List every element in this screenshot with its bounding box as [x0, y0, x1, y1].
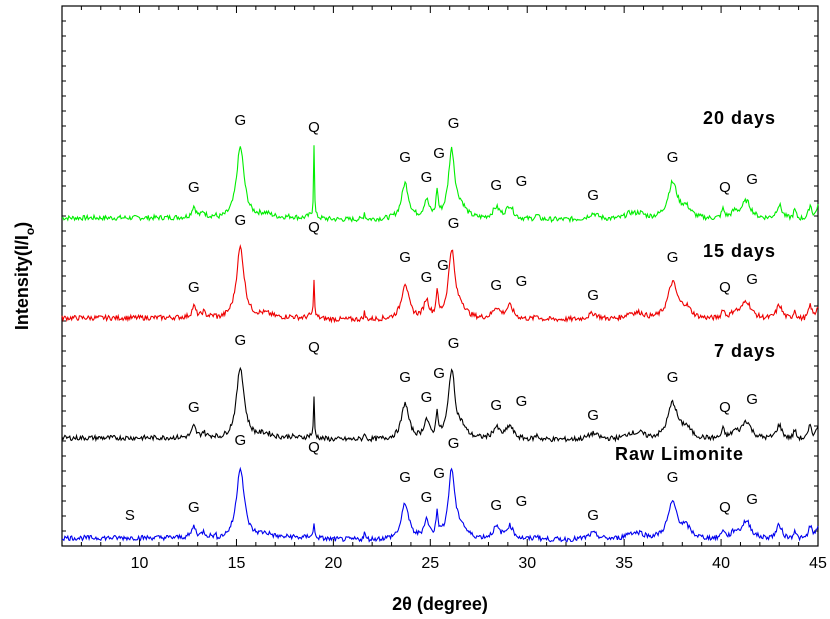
- peak-label: G: [490, 177, 502, 194]
- peak-label: G: [587, 187, 599, 204]
- peak-label: G: [490, 277, 502, 294]
- peak-label: Q: [308, 439, 320, 456]
- x-axis-title: 2θ (degree): [392, 594, 488, 614]
- peak-label: G: [746, 491, 758, 508]
- peak-label: G: [433, 465, 445, 482]
- series-name: 20 days: [703, 108, 776, 128]
- peak-label: G: [448, 215, 460, 232]
- x-tick-label: 35: [615, 555, 633, 572]
- peak-label: G: [399, 249, 411, 266]
- peak-label: G: [235, 332, 247, 349]
- peak-label: G: [490, 397, 502, 414]
- peak-label: G: [667, 469, 679, 486]
- peak-label: Q: [719, 399, 731, 416]
- peak-label: G: [399, 149, 411, 166]
- peak-label: G: [587, 287, 599, 304]
- y-axis-title-main: Intensity(I/I: [12, 235, 32, 330]
- series-layer: [61, 145, 819, 543]
- peak-label: G: [667, 369, 679, 386]
- peak-label: G: [188, 179, 200, 196]
- x-axis-ticks: 10 15 20 25 30 35 40 45: [61, 5, 827, 572]
- peak-label: G: [433, 145, 445, 162]
- peak-label: G: [448, 435, 460, 452]
- peak-label: G: [399, 469, 411, 486]
- series-name: 7 days: [714, 341, 776, 361]
- peak-label: G: [746, 271, 758, 288]
- peak-label: G: [667, 249, 679, 266]
- peak-label: G: [235, 432, 247, 449]
- y-axis-title-sub: o: [23, 228, 37, 235]
- peak-label: G: [235, 112, 247, 129]
- peak-label: G: [421, 389, 433, 406]
- peak-label: S: [125, 507, 135, 524]
- peak-label: G: [746, 171, 758, 188]
- x-tick-label: 30: [518, 555, 536, 572]
- x-tick-label: 10: [131, 555, 149, 572]
- peak-label: G: [437, 257, 449, 274]
- peak-label: Q: [719, 499, 731, 516]
- x-tick-label: 40: [712, 555, 730, 572]
- peak-label: G: [188, 499, 200, 516]
- peak-label: G: [448, 115, 460, 132]
- x-tick-label: 45: [809, 555, 827, 572]
- peak-label: G: [587, 407, 599, 424]
- peak-label: G: [188, 279, 200, 296]
- peak-label: G: [516, 493, 528, 510]
- peak-label: G: [516, 393, 528, 410]
- peak-label: Q: [719, 179, 731, 196]
- peak-label: G: [421, 269, 433, 286]
- peak-label: Q: [719, 279, 731, 296]
- peak-label: G: [433, 365, 445, 382]
- series-name: 15 days: [703, 241, 776, 261]
- peak-label: G: [399, 369, 411, 386]
- series-line: [61, 145, 819, 224]
- peak-label: G: [516, 173, 528, 190]
- peak-label: G: [667, 149, 679, 166]
- peak-label: G: [448, 335, 460, 352]
- peak-label: G: [188, 399, 200, 416]
- series-line: [61, 366, 819, 443]
- series-line: [61, 466, 819, 543]
- x-tick-label: 20: [324, 555, 342, 572]
- y-axis-title-tail: ): [12, 222, 32, 228]
- peak-label: G: [587, 507, 599, 524]
- peak-label: G: [421, 489, 433, 506]
- peak-label: G: [235, 212, 247, 229]
- peak-label: G: [490, 497, 502, 514]
- x-tick-label: 25: [421, 555, 439, 572]
- peak-label: G: [516, 273, 528, 290]
- y-axis-title: Intensity(I/Io): [12, 222, 37, 330]
- series-name: Raw Limonite: [615, 444, 744, 464]
- peak-label: G: [421, 169, 433, 186]
- series-line: [61, 243, 819, 324]
- peak-label: Q: [308, 219, 320, 236]
- peak-label: G: [746, 391, 758, 408]
- peak-label: Q: [308, 119, 320, 136]
- x-tick-label: 15: [228, 555, 246, 572]
- peak-label: Q: [308, 339, 320, 356]
